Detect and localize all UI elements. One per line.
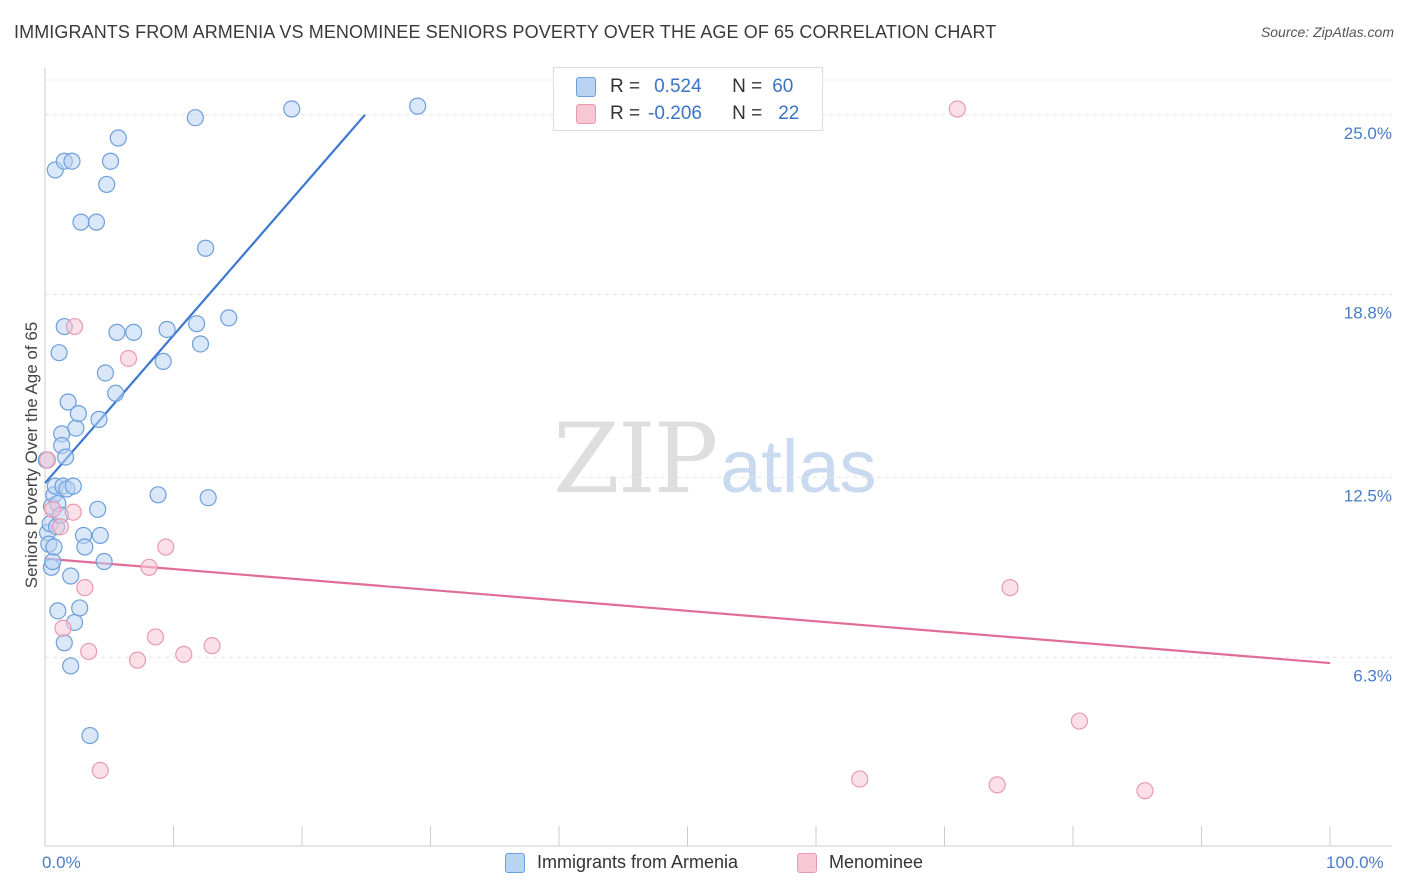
y-tick-label: 12.5% [1344, 486, 1392, 505]
data-point [72, 213, 90, 231]
data-point [98, 175, 116, 194]
data-point [220, 309, 238, 327]
data-point [90, 410, 108, 428]
gridlines [45, 79, 1392, 658]
data-point [96, 364, 114, 382]
data-point [64, 477, 82, 495]
data-point [69, 404, 88, 423]
y-tick-label: 25.0% [1344, 124, 1392, 143]
data-point [140, 558, 158, 576]
legend-row-armenia: R = 0.524 N = 60 [576, 74, 793, 100]
data-point [59, 393, 77, 411]
data-point [50, 344, 68, 362]
data-point [108, 323, 126, 341]
data-point [154, 352, 172, 370]
data-point [65, 317, 84, 336]
data-point [55, 634, 73, 652]
data-point [146, 628, 165, 646]
data-point [38, 451, 57, 469]
data-point [191, 335, 210, 353]
trend-line [44, 114, 366, 484]
data-point [988, 776, 1006, 794]
data-point [51, 518, 70, 536]
data-point [109, 129, 127, 147]
data-point [851, 770, 869, 788]
legend-n-label: N = [732, 76, 763, 97]
data-point [54, 619, 72, 637]
chart-title: IMMIGRANTS FROM ARMENIA VS MENOMINEE SEN… [14, 22, 997, 42]
y-tick-label: 6.3% [1353, 666, 1392, 685]
x-tick-label-min: 0.0% [42, 853, 81, 872]
data-point [91, 761, 109, 779]
stats-legend: R = 0.524 N = 60 R = -0.206 N = 22 [553, 67, 823, 131]
data-point [91, 526, 109, 545]
x-tick-label-max: 100.0% [1326, 853, 1384, 872]
data-points [37, 97, 1154, 800]
data-point [1001, 579, 1019, 597]
y-tick-label: 18.8% [1344, 304, 1392, 323]
axes [44, 68, 1392, 847]
data-point [81, 726, 99, 745]
data-point [948, 100, 966, 118]
data-point [44, 500, 62, 518]
data-point [149, 486, 167, 504]
data-point [95, 552, 113, 571]
bottom-legend-swatch-blue [505, 852, 525, 873]
data-point [128, 651, 147, 669]
data-point [44, 552, 62, 571]
bottom-legend-label: Menominee [829, 852, 924, 872]
data-point [62, 657, 80, 675]
data-point [283, 100, 301, 118]
legend-row-menominee: R = -0.206 N = 22 [576, 101, 799, 127]
data-point [45, 538, 63, 556]
bottom-legend-label: Immigrants from Armenia [537, 852, 739, 872]
source-credit: Source: ZipAtlas.com [1260, 24, 1394, 40]
data-point [89, 500, 107, 518]
bottom-legend-swatch-pink [797, 852, 817, 873]
data-point [76, 538, 94, 556]
bottom-legend-menominee: Menominee [797, 852, 923, 873]
data-point [409, 97, 427, 115]
data-point [71, 599, 89, 617]
legend-r-value: -0.206 [648, 103, 702, 124]
legend-swatch-blue [576, 77, 596, 97]
data-point [199, 489, 217, 507]
data-point [107, 384, 125, 402]
data-point [203, 637, 221, 655]
data-point [186, 109, 204, 127]
y-axis-label: Seniors Poverty Over the Age of 65 [22, 321, 41, 589]
data-point [101, 152, 120, 170]
data-point [49, 602, 67, 620]
data-point [158, 320, 176, 339]
legend-n-label: N = [732, 103, 763, 124]
trend-lines [44, 114, 1331, 665]
data-point [188, 315, 206, 333]
trend-line [44, 557, 1331, 665]
legend-swatch-pink [576, 104, 596, 124]
legend-r-value: 0.524 [654, 76, 702, 97]
legend-r-label: R = [610, 103, 641, 124]
data-point [87, 213, 106, 231]
data-point [119, 349, 138, 368]
legend-r-label: R = [610, 76, 641, 97]
data-point [67, 419, 85, 437]
data-point [62, 567, 80, 585]
data-point [80, 642, 98, 661]
data-point [157, 538, 175, 556]
data-point [1136, 782, 1154, 800]
data-point [56, 448, 75, 466]
legend-n-value: 22 [778, 103, 800, 124]
data-point [64, 503, 82, 521]
data-point [175, 645, 193, 663]
data-point [1070, 712, 1089, 730]
data-point [197, 239, 215, 257]
y-tick-labels: 6.3% 12.5% 18.8% 25.0% [1344, 124, 1392, 685]
bottom-legend-armenia: Immigrants from Armenia [505, 852, 738, 873]
data-point [125, 323, 143, 341]
data-point [63, 152, 81, 170]
data-point [76, 579, 94, 597]
legend-n-value: 60 [772, 76, 794, 97]
